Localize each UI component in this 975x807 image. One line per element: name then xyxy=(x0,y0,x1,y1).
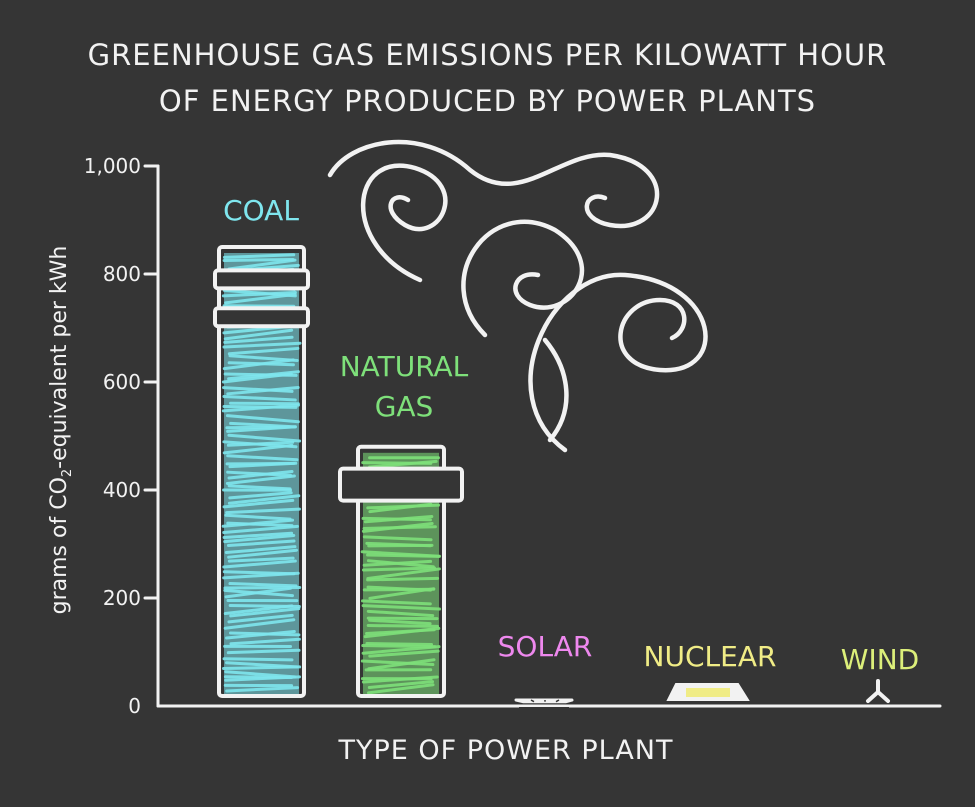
chart-title-line-2: OF ENERGY PRODUCED BY POWER PLANTS xyxy=(158,84,817,118)
y-tick-label: 0 xyxy=(128,694,141,718)
y-tick-labels: 0 200 400 600 800 1,000 xyxy=(84,154,160,718)
chart-title-line-1: GREENHOUSE GAS EMISSIONS PER KILOWATT HO… xyxy=(87,38,888,72)
range-marker xyxy=(213,268,310,291)
category-label: NATURAL xyxy=(340,350,469,383)
x-axis-label: TYPE OF POWER PLANT xyxy=(338,735,674,766)
smoke-illustration xyxy=(327,139,708,453)
category-label: COAL xyxy=(223,194,299,227)
nuclear-fill xyxy=(686,688,730,697)
smoke-swirl-1 xyxy=(327,139,660,229)
bar-nuclear xyxy=(666,683,750,701)
plant-icons xyxy=(514,679,890,715)
bars xyxy=(213,245,464,698)
y-tick-label: 1,000 xyxy=(84,154,141,178)
bar-natural-gas xyxy=(338,444,464,698)
y-tick-label: 400 xyxy=(103,478,141,502)
smoke-swirl-2 xyxy=(360,163,448,283)
y-tick-label: 600 xyxy=(103,370,141,394)
y-tick-label: 800 xyxy=(103,262,141,286)
category-label: GAS xyxy=(375,390,434,423)
axes xyxy=(156,164,942,708)
bar-solar xyxy=(514,698,574,715)
y-tick-label: 200 xyxy=(103,586,141,610)
range-marker xyxy=(213,306,310,329)
range-marker xyxy=(338,466,464,503)
category-labels: COAL NATURAL GAS SOLAR NUCLEAR WIND xyxy=(223,194,919,676)
y-axis-label-text-end: -equivalent per kWh xyxy=(46,245,72,469)
smoke-swirl-4 xyxy=(528,272,708,453)
bar-outline xyxy=(356,444,446,698)
smoke-swirl-5 xyxy=(542,337,569,443)
bar-wind xyxy=(866,679,890,703)
solar-panel-icon xyxy=(514,698,574,704)
category-label: WIND xyxy=(841,643,919,676)
smoke-swirl-3 xyxy=(461,219,585,338)
y-axis-label: grams of CO2-equivalent per kWh xyxy=(47,246,75,615)
wind-turbine-icon xyxy=(866,679,890,703)
bar-coal xyxy=(213,245,310,698)
category-label: SOLAR xyxy=(498,630,593,663)
y-axis-label-text: grams of CO xyxy=(46,477,72,615)
bar-outline xyxy=(217,245,306,698)
category-label: NUCLEAR xyxy=(644,640,777,673)
y-axis-label-subscript: 2 xyxy=(60,468,76,478)
